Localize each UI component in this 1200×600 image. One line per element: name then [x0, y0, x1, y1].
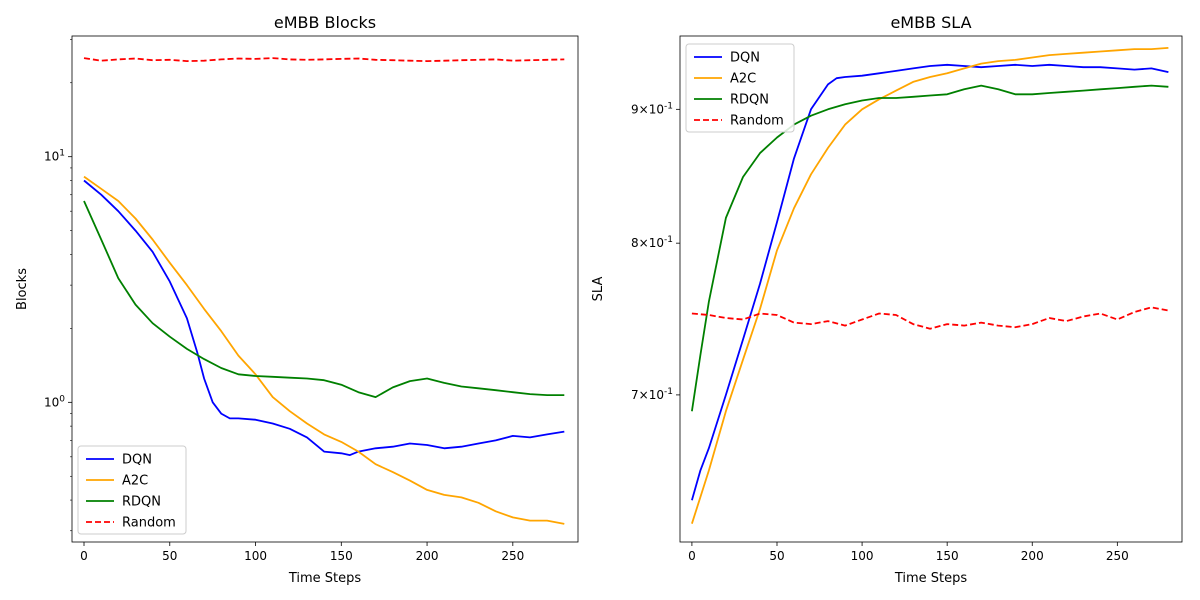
x-tick-label: 150: [936, 549, 959, 563]
series-line-a2c: [691, 47, 1169, 524]
x-tick-label: 200: [416, 549, 439, 563]
series-line-dqn: [691, 63, 1169, 501]
x-tick-label: 50: [162, 549, 177, 563]
y-tick-label: 7×10-1: [631, 387, 673, 402]
plot-frame: [679, 35, 1183, 543]
x-axis-label: Time Steps: [288, 571, 362, 586]
x-tick-label: 100: [244, 549, 267, 563]
x-tick-label: 150: [330, 549, 353, 563]
legend-box: [77, 445, 187, 535]
legend-label-rdqn: RDQN: [730, 93, 769, 108]
legend-label-dqn: DQN: [122, 453, 152, 468]
x-tick-label: 50: [769, 549, 784, 563]
series-line-random: [691, 306, 1169, 330]
y-tick-label: 9×10-1: [631, 101, 673, 116]
x-tick-label: 100: [851, 549, 874, 563]
y-axis-label: SLA: [591, 277, 606, 302]
y-tick-label: 8×10-1: [631, 235, 673, 250]
chart-title: eMBB Blocks: [274, 13, 376, 32]
series-line-dqn: [83, 179, 565, 457]
x-tick-label: 200: [1021, 549, 1044, 563]
legend-label-random: Random: [122, 516, 176, 531]
chart-emmb-sla: eMBB SLA Time Steps SLA 0 50 100 150 200 250 7×10…: [591, 13, 1183, 586]
x-tick-label: 0: [688, 549, 696, 563]
plot-frame: [71, 35, 579, 543]
legend-label-a2c: A2C: [730, 72, 756, 87]
legend: DQN A2C RDQN Random: [77, 445, 187, 535]
x-tick-label: 0: [80, 549, 88, 563]
series-line-rdqn: [691, 84, 1169, 412]
series-line-a2c: [83, 175, 565, 525]
legend-label-rdqn: RDQN: [122, 495, 161, 510]
x-tick-label: 250: [1106, 549, 1129, 563]
legend-box: [685, 43, 795, 133]
legend-label-random: Random: [730, 114, 784, 129]
chart-emmb-blocks: eMBB Blocks Time Steps Blocks 0 50 100 150 200 2…: [15, 13, 579, 586]
y-tick-label: 100: [44, 394, 65, 409]
y-axis-label: Blocks: [15, 268, 30, 310]
chart-title: eMBB SLA: [890, 13, 971, 32]
legend: DQN A2C RDQN Random: [685, 43, 795, 133]
x-tick-label: 250: [501, 549, 524, 563]
legend-label-dqn: DQN: [730, 51, 760, 66]
series-line-rdqn: [83, 200, 565, 399]
x-axis-label: Time Steps: [894, 571, 968, 586]
legend-label-a2c: A2C: [122, 474, 148, 489]
series-line-random: [83, 57, 565, 62]
y-tick-label: 101: [44, 149, 65, 164]
